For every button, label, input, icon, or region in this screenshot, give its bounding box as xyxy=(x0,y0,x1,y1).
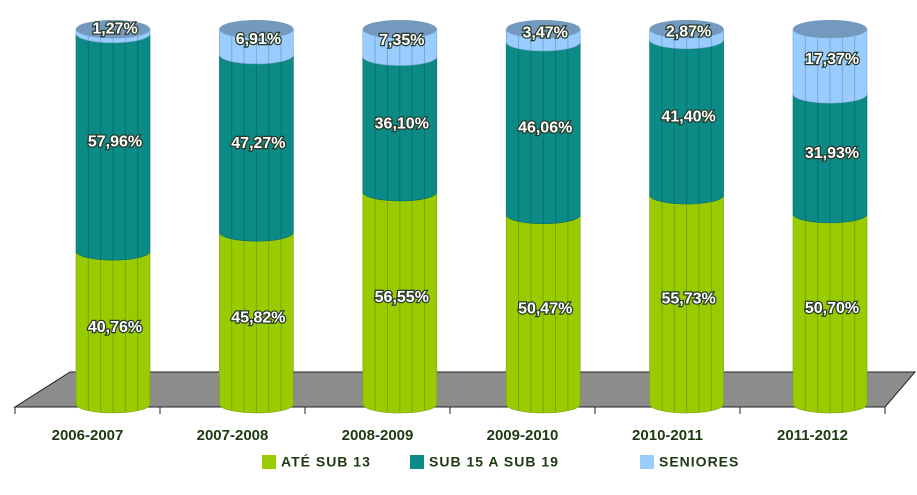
legend-swatch xyxy=(410,455,424,469)
data-label: 7,35% xyxy=(379,32,424,49)
bar-cap xyxy=(362,20,437,38)
data-label: 57,96% xyxy=(88,134,142,151)
legend-label: SUB 15 A SUB 19 xyxy=(429,454,559,470)
bar-cap xyxy=(76,20,150,39)
data-label: 45,82% xyxy=(231,309,285,326)
data-label: 40,76% xyxy=(88,319,142,336)
data-label: 31,93% xyxy=(805,145,859,162)
bar-cap xyxy=(219,20,294,38)
x-tick-label: 2009-2010 xyxy=(487,427,559,444)
x-tick-label: 2010-2011 xyxy=(632,427,703,444)
data-label: 2,87% xyxy=(666,24,711,41)
data-label: 3,47% xyxy=(523,25,568,42)
data-label: 50,70% xyxy=(805,300,859,317)
data-label: 36,10% xyxy=(375,115,429,132)
data-label: 46,06% xyxy=(518,120,572,137)
legend: ATÉ SUB 13 SUB 15 A SUB 19 SENIORES xyxy=(262,454,739,470)
x-tick-label: 2007-2008 xyxy=(197,427,269,444)
bars: 2006-2007 40,76% 57,96% 1,27% 2007-2008 45,82… xyxy=(52,19,868,444)
legend-swatch xyxy=(262,455,276,469)
x-tick-label: 2008-2009 xyxy=(342,427,414,444)
data-label: 41,40% xyxy=(661,109,715,126)
x-tick-label: 2011-2012 xyxy=(777,427,848,444)
legend-swatch xyxy=(640,455,654,469)
category-ticks xyxy=(14,407,886,414)
data-label: 1,27% xyxy=(92,21,137,38)
bar-cap xyxy=(649,20,724,38)
legend-label: ATÉ SUB 13 xyxy=(281,454,371,470)
data-label: 55,73% xyxy=(661,291,715,308)
legend-label: SENIORES xyxy=(659,454,739,470)
data-label: 6,91% xyxy=(236,31,281,48)
data-label: 47,27% xyxy=(231,135,285,152)
data-label: 17,37% xyxy=(805,51,859,68)
data-label: 50,47% xyxy=(518,301,572,318)
bar-cap xyxy=(793,20,867,38)
x-tick-label: 2006-2007 xyxy=(52,427,124,444)
data-label: 56,55% xyxy=(375,289,429,306)
bar-cap xyxy=(506,20,581,38)
